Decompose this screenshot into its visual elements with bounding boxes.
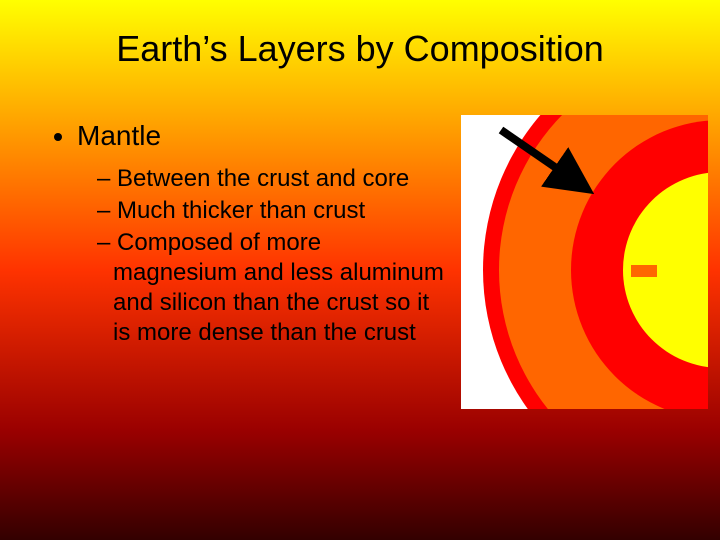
content-area: Mantle Between the crust and core Much t… bbox=[55, 120, 450, 358]
sub-bullet: Composed of more magnesium and less alum… bbox=[97, 228, 450, 348]
inner-core-mark bbox=[631, 265, 657, 277]
main-bullet-text: Mantle bbox=[77, 120, 161, 151]
sub-bullet: Much thicker than crust bbox=[97, 196, 450, 226]
slide: Earth’s Layers by Composition Mantle Bet… bbox=[0, 0, 720, 540]
main-bullet: Mantle Between the crust and core Much t… bbox=[77, 120, 450, 348]
earth-layers-diagram bbox=[461, 115, 708, 409]
sub-bullet-list: Between the crust and core Much thicker … bbox=[77, 164, 450, 348]
main-bullet-list: Mantle Between the crust and core Much t… bbox=[55, 120, 450, 348]
sub-bullet: Between the crust and core bbox=[97, 164, 450, 194]
slide-title: Earth’s Layers by Composition bbox=[0, 28, 720, 70]
